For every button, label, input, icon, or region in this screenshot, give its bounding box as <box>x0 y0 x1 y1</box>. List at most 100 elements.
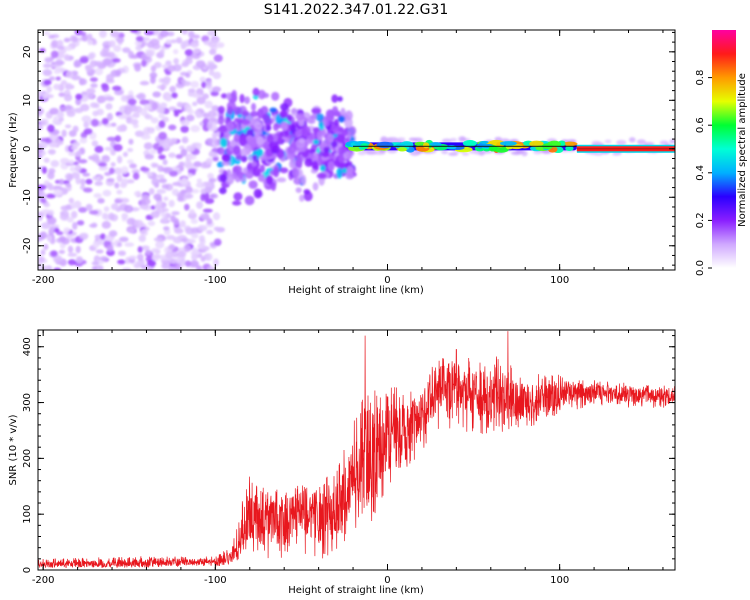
heatmap-cell <box>204 253 213 261</box>
heatmap-cell <box>236 118 243 125</box>
heatmap-cell <box>185 145 195 153</box>
heatmap-cell <box>164 93 173 102</box>
heatmap-cell <box>181 136 189 144</box>
x-tick-label: 0 <box>384 275 390 286</box>
heatmap-cell <box>222 154 232 163</box>
heatmap-cell <box>159 30 169 38</box>
heatmap-cell <box>345 150 353 160</box>
carrier-segment <box>376 141 394 149</box>
heatmap-cell <box>68 197 75 204</box>
heatmap-cell <box>233 192 243 201</box>
heatmap-cell <box>67 259 77 266</box>
heatmap-cell <box>108 212 115 221</box>
heatmap-cell <box>79 232 89 240</box>
heatmap-cell <box>158 112 165 119</box>
heatmap-cell <box>143 126 153 135</box>
heatmap-cell <box>140 167 150 172</box>
heatmap-cell <box>279 167 289 174</box>
heatmap-cell <box>316 172 327 179</box>
heatmap-cell <box>172 49 179 55</box>
heatmap-cell <box>190 80 200 88</box>
heatmap-cell <box>441 150 449 155</box>
heatmap-cell <box>226 92 232 100</box>
heatmap-cell <box>117 242 123 248</box>
heatmap-cell <box>217 146 225 155</box>
heatmap-cell <box>133 191 141 197</box>
heatmap-cell <box>210 90 219 97</box>
heatmap-cell <box>97 198 105 204</box>
heatmap-cell <box>131 168 140 175</box>
heatmap-cell <box>265 174 274 185</box>
heatmap-cell <box>111 203 119 211</box>
heatmap-cell <box>167 65 176 72</box>
heatmap-cell <box>196 201 204 210</box>
heatmap-cell <box>61 210 70 218</box>
figure-title: S141.2022.347.01.22.G31 <box>264 2 449 18</box>
heatmap-cell <box>211 38 220 43</box>
heatmap-cell <box>135 94 145 99</box>
heatmap-cell <box>168 106 177 111</box>
heatmap-cell <box>207 41 218 48</box>
heatmap-cell <box>162 78 170 86</box>
heatmap-cell <box>85 178 93 185</box>
heatmap-cell <box>252 154 258 161</box>
heatmap-cell <box>170 258 178 265</box>
heatmap-cell <box>110 162 116 167</box>
heatmap-cell <box>70 210 78 219</box>
heatmap-cell <box>108 40 116 48</box>
heatmap-cell <box>171 92 178 99</box>
heatmap-cell <box>46 182 53 190</box>
heatmap-cell <box>117 114 128 120</box>
heatmap-cell <box>253 121 264 130</box>
heatmap-cell <box>101 221 111 229</box>
heatmap-cell <box>441 138 453 143</box>
heatmap-cell <box>233 106 242 115</box>
heatmap-cell <box>129 163 137 169</box>
heatmap-cell <box>120 197 130 204</box>
carrier-segment <box>397 147 407 152</box>
heatmap-cell <box>155 240 165 249</box>
heatmap-cell <box>197 243 206 250</box>
heatmap-cell <box>105 73 114 82</box>
heatmap-cell <box>198 235 205 243</box>
heatmap-cell <box>122 267 132 270</box>
heatmap-cell <box>195 110 201 119</box>
heatmap-cell <box>165 60 172 66</box>
heatmap-cell <box>58 249 66 254</box>
heatmap-cell <box>53 115 59 122</box>
heatmap-cell <box>190 125 201 133</box>
heatmap-cell <box>90 102 98 108</box>
heatmap-cell <box>98 165 109 171</box>
heatmap-cell <box>192 101 198 107</box>
heatmap-cell <box>144 114 153 120</box>
heatmap-cell <box>73 161 79 166</box>
heatmap-cell <box>66 173 73 182</box>
heatmap-cell <box>168 124 177 131</box>
heatmap-cell <box>60 80 68 86</box>
heatmap-cell <box>75 150 82 157</box>
heatmap-cell <box>201 81 207 89</box>
heatmap-cell <box>79 31 87 37</box>
heatmap-cell <box>91 118 99 127</box>
heatmap-blobs <box>38 30 675 270</box>
heatmap-cell <box>225 174 235 185</box>
heatmap-cell <box>189 209 195 215</box>
y-tick-label: 0 <box>22 567 33 573</box>
heatmap-cell <box>186 186 193 194</box>
heatmap-cell <box>103 44 110 49</box>
heatmap-cell <box>196 143 202 150</box>
heatmap-cell <box>269 107 277 113</box>
heatmap-cell <box>158 120 166 129</box>
carrier-segment <box>499 141 517 146</box>
heatmap-cell <box>628 137 636 143</box>
heatmap-cell <box>106 112 113 121</box>
heatmap-cell <box>187 168 197 173</box>
heatmap-cell <box>128 228 136 234</box>
heatmap-cell <box>53 267 62 270</box>
heatmap-cell <box>218 187 227 195</box>
heatmap-cell <box>64 124 72 129</box>
heatmap-cells <box>38 30 675 270</box>
heatmap-cell <box>168 199 175 208</box>
heatmap-cell <box>101 117 109 125</box>
heatmap-cell <box>93 176 101 181</box>
